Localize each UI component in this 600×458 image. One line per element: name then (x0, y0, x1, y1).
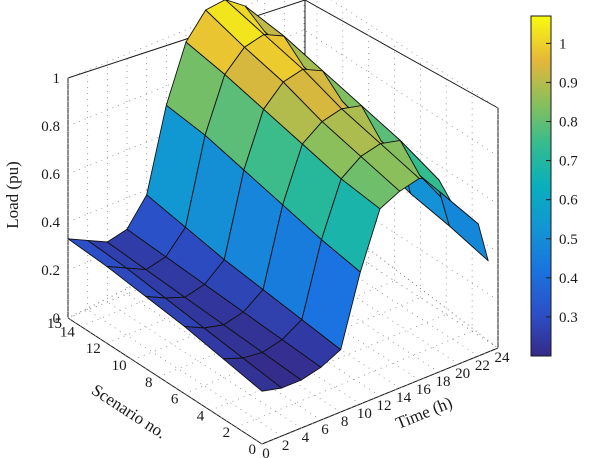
surface (67, 0, 489, 392)
grid-back-z (67, 77, 305, 175)
grid-floor-y (184, 297, 421, 394)
x-tick-label: 2 (282, 438, 290, 454)
x-tick-label: 0 (262, 446, 270, 458)
z-tick-label: 0.4 (41, 215, 60, 231)
colorbar-tick-label: 0.5 (559, 232, 578, 248)
colorbar-tick-label: 0.8 (559, 115, 578, 131)
x-tick-label: 14 (396, 390, 412, 406)
grid-back-z (67, 29, 305, 127)
z-tick-label: 0 (53, 311, 61, 327)
colorbar-ticks: 0.3 0.4 0.5 0.6 0.7 0.8 0.9 1 (546, 36, 578, 326)
grid-back-z (67, 221, 305, 319)
x-tick-label: 6 (321, 422, 329, 438)
frame-floor-back-left (67, 199, 306, 319)
y-tick-label: 4 (197, 408, 205, 424)
x-tick-label: 20 (455, 366, 470, 382)
frame-back-top-left (67, 0, 306, 79)
grid-floor-x (87, 309, 282, 437)
grid-floor-x (126, 293, 322, 421)
x-tick-label: 22 (475, 358, 490, 374)
colorbar-tick-label: 0.9 (559, 75, 578, 91)
z-tick-label: 0.2 (41, 263, 60, 279)
grid-side-z (303, 29, 499, 157)
grid-floor-y (210, 314, 447, 411)
colorbar-tick-label: 1 (559, 36, 567, 52)
surface-patch (439, 191, 489, 262)
x-tick-label: 24 (495, 350, 511, 366)
grid-floor-x (67, 317, 263, 445)
grid-back-z (67, 125, 305, 223)
frame-back-top-right (304, 0, 499, 109)
colorbar-tick-label: 0.7 (559, 154, 578, 170)
y-tick-label: 12 (86, 341, 101, 357)
y-tick-label: 8 (145, 375, 153, 391)
x-tick-label: 18 (436, 374, 451, 390)
grid-floor-y (158, 280, 395, 378)
colorbar-tick-label: 0.6 (559, 193, 578, 209)
grid-floor-y (261, 347, 499, 445)
z-tick-label: 1 (53, 71, 61, 87)
y-tick-label: 6 (171, 392, 179, 408)
y-axis-label: Scenario no. (88, 380, 170, 442)
grid-floor-y (106, 246, 343, 344)
grid-floor-y (80, 230, 318, 327)
grid-floor-y (235, 330, 473, 428)
y-tick-label: 15 (47, 316, 62, 332)
colorbar-tick-label: 0.3 (559, 310, 578, 326)
grid-floor-x (107, 301, 302, 429)
grid-back-z (67, 0, 261, 79)
x-tick-label: 16 (416, 382, 432, 398)
grid-side-z (330, 0, 499, 109)
y-tick-label: 2 (223, 425, 231, 441)
z-tick-label: 0.8 (41, 119, 60, 135)
colorbar (530, 15, 552, 357)
z-tick-label: 0.6 (41, 167, 60, 183)
x-tick-label: 4 (302, 430, 310, 446)
y-tick-label: 0 (249, 442, 257, 458)
x-tick-label: 8 (341, 414, 349, 430)
x-tick-label: 10 (357, 406, 372, 422)
colorbar-tick-label: 0.4 (559, 271, 578, 287)
y-tick-label: 10 (112, 358, 127, 374)
grid-floor-y (132, 263, 369, 361)
x-tick-label: 12 (377, 398, 392, 414)
y-tick-label: 14 (60, 324, 76, 340)
z-axis-label: Load (pu) (3, 161, 22, 229)
